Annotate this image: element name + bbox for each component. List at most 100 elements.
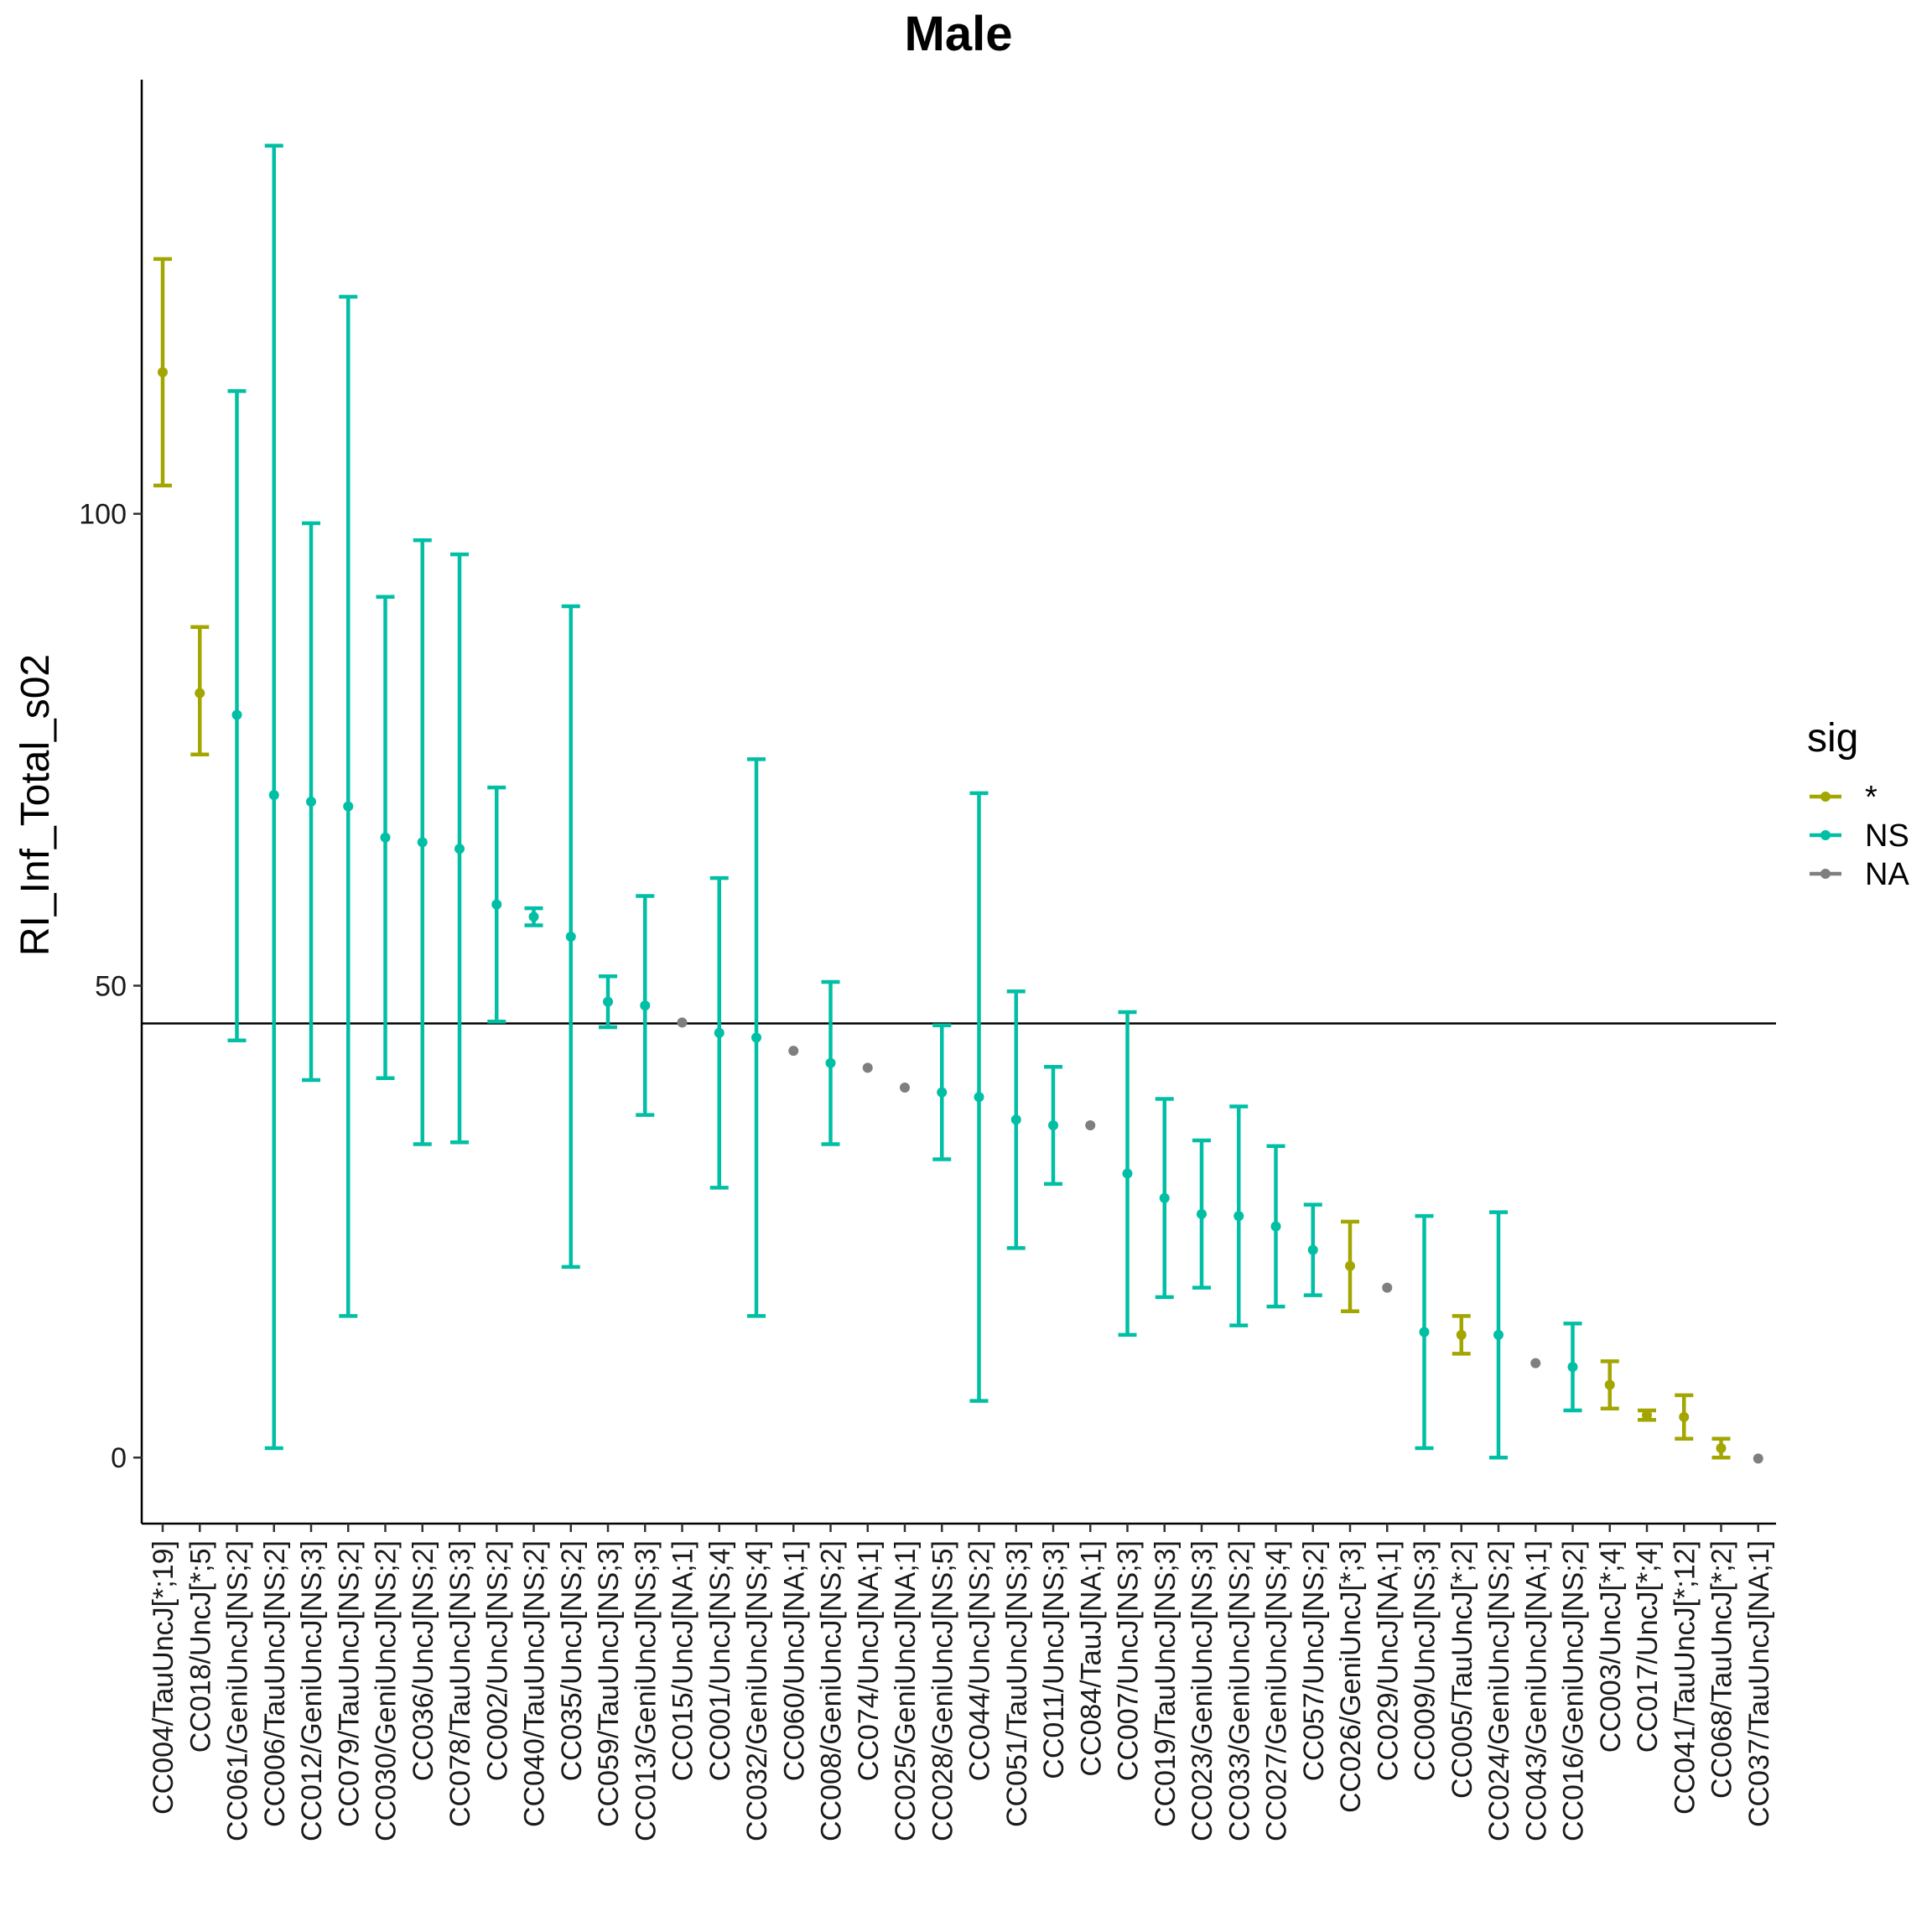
x-tick-label: CC059/TauUncJ[NS;3] [593, 1540, 625, 1827]
x-tick-label: CC057/UncJ[NS;2] [1298, 1540, 1330, 1781]
legend-key-point [1820, 830, 1831, 840]
data-point [1642, 1410, 1652, 1420]
x-tick-label: CC029/UncJ[NA;1] [1372, 1540, 1404, 1781]
x-tick-label: CC015/UncJ[NA;1] [667, 1540, 699, 1781]
x-tick-label: CC043/GeniUncJ[NA;1] [1520, 1540, 1552, 1841]
data-point [1307, 1244, 1318, 1255]
data-point [1382, 1282, 1393, 1293]
x-tick-label: CC030/GeniUncJ[NS;2] [371, 1540, 402, 1841]
data-point [1159, 1192, 1170, 1203]
data-point [677, 1017, 688, 1028]
data-point [1345, 1260, 1355, 1271]
x-tick-label: CC037/TauUncJ[NA;1] [1743, 1540, 1775, 1827]
data-point [862, 1062, 873, 1073]
data-point [1456, 1329, 1467, 1340]
data-point [1567, 1362, 1578, 1373]
x-tick-label: CC035/UncJ[NS;2] [556, 1540, 588, 1781]
data-point [268, 790, 279, 801]
x-tick-label: CC004/TauUncJ[*;19] [148, 1540, 179, 1815]
x-tick-label: CC033/GeniUncJ[NS;2] [1223, 1540, 1255, 1841]
x-tick-label: CC009/UncJ[NS;3] [1410, 1540, 1441, 1781]
y-tick-label: 50 [95, 970, 127, 1002]
x-tick-label: CC025/GeniUncJ[NA;1] [890, 1540, 922, 1841]
data-point [603, 996, 613, 1007]
x-tick-label: CC079/TauUncJ[NS;2] [333, 1540, 365, 1827]
x-tick-label: CC026/GeniUncJ[*;3] [1335, 1540, 1367, 1813]
x-tick-label: CC016/GeniUncJ[NS;2] [1558, 1540, 1590, 1841]
x-tick-label: CC032/GeniUncJ[NS;4] [741, 1540, 773, 1841]
data-point [751, 1032, 761, 1043]
x-tick-label: CC003/UncJ[*;4] [1595, 1540, 1627, 1753]
data-point [195, 688, 205, 699]
data-point [231, 709, 242, 720]
x-tick-label: CC040/TauUncJ[NS;2] [519, 1540, 551, 1827]
y-tick-label: 100 [79, 499, 127, 531]
plot-area: 0 50 100 CC004/TauUncJ[*;19] CC018/UncJ[*;5]… [79, 80, 1776, 1841]
data-point [640, 1000, 651, 1011]
legend-entry: NA [1810, 857, 1909, 892]
data-point [1233, 1211, 1244, 1222]
data-point [1085, 1120, 1096, 1131]
x-tick-label: CC012/GeniUncJ[NS;3] [296, 1540, 328, 1841]
data-point [343, 801, 354, 812]
x-tick-label: CC011/UncJ[NS;3] [1038, 1540, 1070, 1779]
x-tick-label: CC041/TauUncJ[*;12] [1669, 1540, 1701, 1815]
data-point [1753, 1453, 1763, 1464]
data-point [158, 366, 168, 377]
data-point [1679, 1411, 1690, 1422]
data-point [900, 1083, 910, 1093]
x-tick-label: CC017/UncJ[*;4] [1632, 1540, 1664, 1753]
data-point [788, 1046, 799, 1057]
data-point [417, 837, 428, 848]
x-tick-label: CC018/UncJ[*;5] [184, 1540, 216, 1753]
x-tick-label: CC061/GeniUncJ[NS;2] [222, 1540, 254, 1841]
data-point [565, 931, 576, 942]
legend-label: NA [1865, 857, 1909, 892]
x-tick-label: CC074/UncJ[NA;1] [853, 1540, 885, 1781]
x-tick-label: CC019/TauUncJ[NS;3] [1150, 1540, 1182, 1827]
data-point [937, 1087, 948, 1098]
x-tick-label: CC005/TauUncJ[*;2] [1446, 1540, 1478, 1799]
data-point [974, 1092, 984, 1103]
data-point [306, 797, 316, 807]
chart-title: Male [905, 7, 1013, 61]
x-tick-label: CC023/GeniUncJ[NS;3] [1187, 1540, 1218, 1841]
data-point [1270, 1221, 1281, 1232]
data-point [380, 832, 391, 843]
data-point [1716, 1442, 1727, 1453]
legend-label: NS [1865, 818, 1909, 854]
x-tick-label: CC084/TauJ[NA;1] [1075, 1540, 1107, 1777]
data-point [1530, 1358, 1541, 1368]
x-tick-label: CC002/UncJ[NS;2] [481, 1540, 513, 1781]
x-tick-label: CC024/GeniUncJ[NS;2] [1483, 1540, 1515, 1841]
x-tick-label: CC001/UncJ[NS;4] [704, 1540, 736, 1781]
data-point [491, 899, 502, 910]
data-point [528, 911, 539, 922]
x-tick-label: CC060/UncJ[NA;1] [778, 1540, 810, 1781]
legend-key-point [1820, 869, 1831, 879]
x-tick-label: CC036/UncJ[NS;2] [408, 1540, 439, 1781]
legend-key-point [1820, 792, 1831, 802]
y-tick-label: 0 [111, 1442, 127, 1474]
legend-entry: * [1810, 780, 1877, 815]
data-point [1122, 1168, 1133, 1179]
x-tick-label: CC028/GeniUncJ[NS;5] [927, 1540, 958, 1841]
data-point [1604, 1379, 1615, 1390]
legend-title: sig [1807, 716, 1858, 761]
data-point [825, 1057, 836, 1068]
x-tick-label: CC027/GeniUncJ[NS;4] [1261, 1540, 1293, 1841]
data-point [1493, 1329, 1504, 1340]
x-tick-label: CC007/UncJ[NS;3] [1113, 1540, 1145, 1781]
y-axis-label: RI_Inf_Total_s02 [13, 654, 58, 956]
data-point [1048, 1120, 1058, 1131]
x-tick-label: CC078/TauUncJ[NS;3] [444, 1540, 476, 1827]
x-tick-label: CC008/GeniUncJ[NS;2] [816, 1540, 848, 1841]
data-point [1197, 1208, 1207, 1219]
data-point [714, 1027, 724, 1038]
x-tick-label: CC044/UncJ[NS;2] [964, 1540, 996, 1781]
x-tick-label: CC013/GeniUncJ[NS;3] [630, 1540, 662, 1841]
legend-label: * [1865, 780, 1877, 815]
x-tick-label: CC006/TauUncJ[NS;2] [259, 1540, 291, 1827]
